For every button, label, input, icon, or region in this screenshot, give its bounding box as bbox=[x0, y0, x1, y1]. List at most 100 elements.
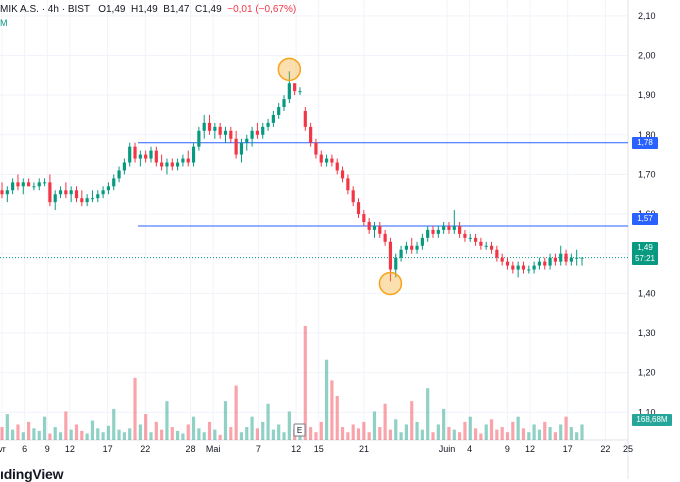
y-tick-label: 1,90 bbox=[638, 90, 656, 100]
volume-bar bbox=[442, 408, 446, 440]
candle-body bbox=[69, 190, 73, 195]
candle-body bbox=[489, 245, 494, 250]
candle-body bbox=[415, 245, 419, 250]
volume-bar bbox=[176, 430, 180, 440]
volume-bar bbox=[575, 432, 579, 440]
candle-body bbox=[11, 182, 15, 191]
candle-body bbox=[186, 158, 190, 163]
volume-bar bbox=[261, 421, 265, 440]
volume-bar bbox=[447, 427, 451, 440]
candle-body bbox=[85, 198, 89, 203]
volume-bar bbox=[160, 429, 164, 440]
candle-body bbox=[191, 146, 196, 163]
brand-logo-text: ıdingView bbox=[0, 466, 64, 482]
volume-bar bbox=[431, 432, 435, 440]
volume-bar bbox=[378, 427, 382, 440]
volume-bar bbox=[202, 432, 206, 440]
volume-bar bbox=[351, 424, 355, 440]
candle-body bbox=[16, 182, 20, 187]
candle-body bbox=[234, 138, 238, 155]
candle-body bbox=[229, 130, 233, 139]
volume-bar bbox=[553, 432, 557, 440]
candle-body bbox=[298, 91, 302, 93]
candle-body bbox=[245, 138, 249, 143]
volume-bar bbox=[117, 429, 121, 440]
symbol-name: MIK A.S. bbox=[0, 4, 39, 15]
candle-body bbox=[500, 257, 504, 262]
candle-body bbox=[223, 130, 228, 135]
open-label: O bbox=[98, 4, 106, 15]
candle-body bbox=[165, 162, 169, 167]
candle-body bbox=[420, 237, 424, 246]
volume-bar bbox=[53, 427, 57, 440]
candle-body bbox=[484, 245, 488, 247]
x-tick-label: 6 bbox=[22, 444, 27, 454]
volume-bar bbox=[58, 432, 63, 440]
candle-body bbox=[202, 122, 206, 131]
close-value: 1,49 bbox=[202, 4, 222, 15]
volume-bar bbox=[367, 432, 371, 440]
candle-body bbox=[0, 190, 4, 195]
volume-bar bbox=[106, 425, 111, 440]
candle-body bbox=[399, 249, 403, 258]
volume-bar bbox=[468, 416, 472, 440]
candle-body bbox=[346, 178, 350, 191]
candle-body bbox=[266, 122, 270, 127]
x-tick-label: 28 bbox=[186, 444, 196, 454]
volume-bar bbox=[426, 388, 430, 440]
candle-body bbox=[255, 130, 260, 135]
candle-body bbox=[431, 229, 435, 234]
x-tick-label: 12 bbox=[65, 444, 75, 454]
x-tick-label: 17 bbox=[563, 444, 573, 454]
candle-body bbox=[207, 122, 212, 131]
volume-bar bbox=[314, 432, 318, 440]
change-value: −0,01 (−0,67%) bbox=[227, 4, 297, 15]
candle-body bbox=[239, 142, 244, 155]
volume-bar bbox=[64, 411, 68, 440]
interval: 4h bbox=[47, 4, 59, 15]
candle-body bbox=[271, 114, 275, 123]
candle-body bbox=[5, 190, 9, 195]
volume-bar bbox=[372, 411, 377, 440]
candle-body bbox=[181, 158, 185, 163]
volume-bar bbox=[223, 401, 228, 440]
candle-body bbox=[383, 233, 387, 242]
candle-body bbox=[473, 237, 478, 242]
candle-body bbox=[96, 194, 100, 199]
volume-bar bbox=[330, 380, 334, 440]
volume-bar bbox=[537, 429, 542, 440]
volume-bar bbox=[410, 401, 414, 440]
candle-body bbox=[21, 182, 25, 187]
candle-body bbox=[378, 225, 382, 234]
volume-bar bbox=[207, 421, 212, 440]
high-label: H bbox=[131, 4, 139, 15]
volume-bar bbox=[309, 427, 313, 440]
candle-body bbox=[521, 265, 526, 270]
volume-bar bbox=[458, 432, 462, 440]
low-label: B bbox=[163, 4, 170, 15]
volume-bar bbox=[69, 429, 73, 440]
candle-body bbox=[309, 126, 313, 143]
volume-bar bbox=[543, 421, 547, 440]
candle-body bbox=[106, 186, 111, 191]
volume-bar bbox=[505, 432, 510, 440]
volume-bar bbox=[48, 433, 52, 440]
x-tick-label: 4 bbox=[467, 444, 472, 454]
candle-body bbox=[282, 99, 286, 108]
candle-body bbox=[250, 130, 254, 139]
candle-body bbox=[149, 150, 153, 159]
candle-body bbox=[543, 261, 547, 266]
candle-body bbox=[90, 198, 95, 200]
volume-bar bbox=[340, 427, 345, 440]
event-marker-icon bbox=[293, 423, 306, 437]
candle-body bbox=[511, 265, 515, 270]
volume-tag: 168,68M bbox=[632, 414, 672, 426]
candle-body bbox=[436, 229, 440, 234]
volume-bar bbox=[399, 432, 403, 440]
volume-bar bbox=[356, 428, 361, 440]
volume-bar bbox=[287, 411, 291, 440]
volume-bar bbox=[133, 377, 137, 440]
candle-body bbox=[133, 146, 137, 159]
volume-bar bbox=[250, 416, 254, 440]
